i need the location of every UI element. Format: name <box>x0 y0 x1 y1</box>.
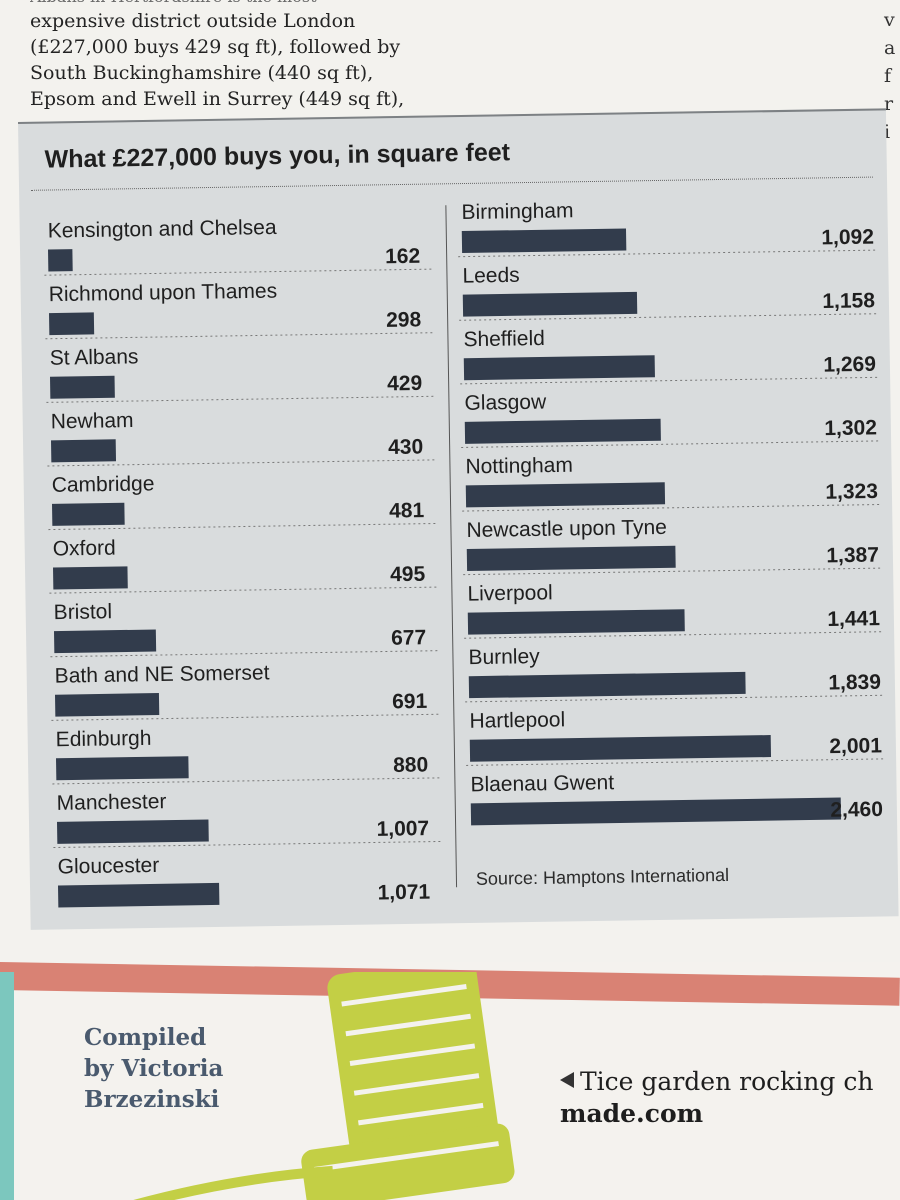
chart-panel: What £227,000 buys you, in square feet K… <box>18 108 899 930</box>
rocking-chair-image <box>104 972 515 1200</box>
left-bar <box>48 249 73 272</box>
right-row-separator <box>463 567 884 576</box>
right-bar <box>466 545 676 572</box>
left-bar <box>50 375 115 399</box>
adjacent-char: v <box>884 9 895 31</box>
left-category-label: Newham <box>51 409 134 433</box>
left-category-label: St Albans <box>50 345 139 369</box>
right-bar <box>465 482 666 508</box>
left-arrow-icon <box>560 1072 574 1088</box>
article-line-cut: Albans in Hertfordshire is the most <box>30 0 500 8</box>
left-bar <box>53 566 128 590</box>
right-row-separator <box>466 758 887 766</box>
left-bar <box>54 629 157 654</box>
left-category-label: Manchester <box>57 790 167 815</box>
left-value-label: 495 <box>390 563 426 587</box>
left-category-label: Gloucester <box>58 854 160 879</box>
article-line: Epsom and Ewell in Surrey (449 sq ft), <box>30 88 405 110</box>
right-row-separator <box>459 313 880 321</box>
left-value-label: 1,007 <box>376 817 429 841</box>
left-category-label: Bath and NE Somerset <box>55 661 270 687</box>
right-category-label: Liverpool <box>467 581 553 605</box>
product-name: Tice garden rocking ch <box>580 1067 874 1096</box>
left-category-label: Oxford <box>53 537 116 561</box>
right-bar <box>464 418 661 444</box>
article-text: Albans in Hertfordshire is the most expe… <box>30 0 500 112</box>
right-category-label: Newcastle upon Tyne <box>466 516 667 542</box>
credit-line: Compiled <box>84 1024 207 1051</box>
right-bar <box>463 355 655 381</box>
right-bar <box>461 228 627 254</box>
left-bar <box>49 312 95 336</box>
left-value-label: 298 <box>386 308 422 332</box>
left-row-separator <box>44 268 433 276</box>
right-value-label: 2,001 <box>829 734 882 758</box>
adjacent-char: i <box>884 121 891 143</box>
right-bar <box>469 735 772 762</box>
compiled-by-credit: Compiled by Victoria Brzezinski <box>84 1022 284 1115</box>
article-line: expensive district outside London <box>30 10 356 32</box>
left-value-label: 1,071 <box>377 881 430 905</box>
left-value-label: 481 <box>389 499 425 523</box>
right-bar <box>470 797 842 826</box>
right-value-label: 1,302 <box>824 416 877 440</box>
right-category-label: Birmingham <box>461 199 573 224</box>
left-category-label: Cambridge <box>52 472 155 497</box>
chart-source: Source: Hamptons International <box>475 864 730 889</box>
adjacent-char: a <box>884 37 896 59</box>
article-line: South Buckinghamshire (440 sq ft), <box>30 62 374 84</box>
right-category-label: Blaenau Gwent <box>470 771 614 796</box>
credit-line: by Victoria <box>84 1055 224 1082</box>
right-value-label: 1,387 <box>826 544 879 568</box>
right-value-label: 1,323 <box>825 480 878 504</box>
credit-line: Brzezinski <box>84 1086 220 1113</box>
right-category-label: Glasgow <box>464 391 547 415</box>
left-value-label: 429 <box>387 372 422 396</box>
right-value-label: 1,158 <box>822 289 875 313</box>
right-value-label: 1,092 <box>821 226 874 250</box>
left-value-label: 880 <box>393 753 428 777</box>
left-category-label: Richmond upon Thames <box>49 280 278 307</box>
right-row-separator <box>458 249 879 258</box>
right-value-label: 2,460 <box>830 798 883 822</box>
right-category-label: Sheffield <box>463 327 545 351</box>
right-bar <box>468 671 746 699</box>
product-caption: Tice garden rocking ch made.com <box>560 1066 900 1130</box>
adjacent-column-text: v a f r i <box>884 6 900 146</box>
left-category-label: Edinburgh <box>56 727 152 752</box>
left-value-label: 430 <box>388 435 423 459</box>
left-value-label: 677 <box>391 626 426 650</box>
right-bar <box>467 609 685 635</box>
left-bar <box>52 502 125 526</box>
left-bar <box>56 819 209 844</box>
bar-chart: Kensington and Chelsea 162 Richmond upon T… <box>44 199 887 908</box>
left-row-separator <box>45 332 434 340</box>
adjacent-char: f <box>884 65 892 87</box>
product-site: made.com <box>560 1099 704 1128</box>
right-value-label: 1,839 <box>828 671 881 695</box>
adjacent-char: r <box>884 93 894 115</box>
right-row-separator <box>460 376 881 385</box>
product-strip: Compiled by Victoria Brzezinski Tice gar… <box>0 962 900 1200</box>
right-category-label: Nottingham <box>465 454 573 479</box>
right-row-separator <box>461 440 882 448</box>
right-row-separator <box>464 631 885 639</box>
right-category-label: Burnley <box>468 645 540 669</box>
left-bar <box>57 882 220 908</box>
left-category-label: Bristol <box>54 600 113 624</box>
right-bar <box>462 291 638 317</box>
right-category-label: Leeds <box>462 264 520 288</box>
right-value-label: 1,441 <box>827 607 880 631</box>
left-category-label: Kensington and Chelsea <box>48 216 277 243</box>
right-category-label: Hartlepool <box>469 708 565 733</box>
left-bar <box>51 439 117 463</box>
right-value-label: 1,269 <box>823 353 876 377</box>
article-line: (£227,000 buys 429 sq ft), followed by <box>30 36 401 58</box>
left-bar <box>54 693 160 717</box>
left-value-label: 691 <box>392 690 428 714</box>
left-value-label: 162 <box>385 245 420 269</box>
teal-edge <box>0 972 14 1200</box>
left-bar <box>55 756 189 781</box>
